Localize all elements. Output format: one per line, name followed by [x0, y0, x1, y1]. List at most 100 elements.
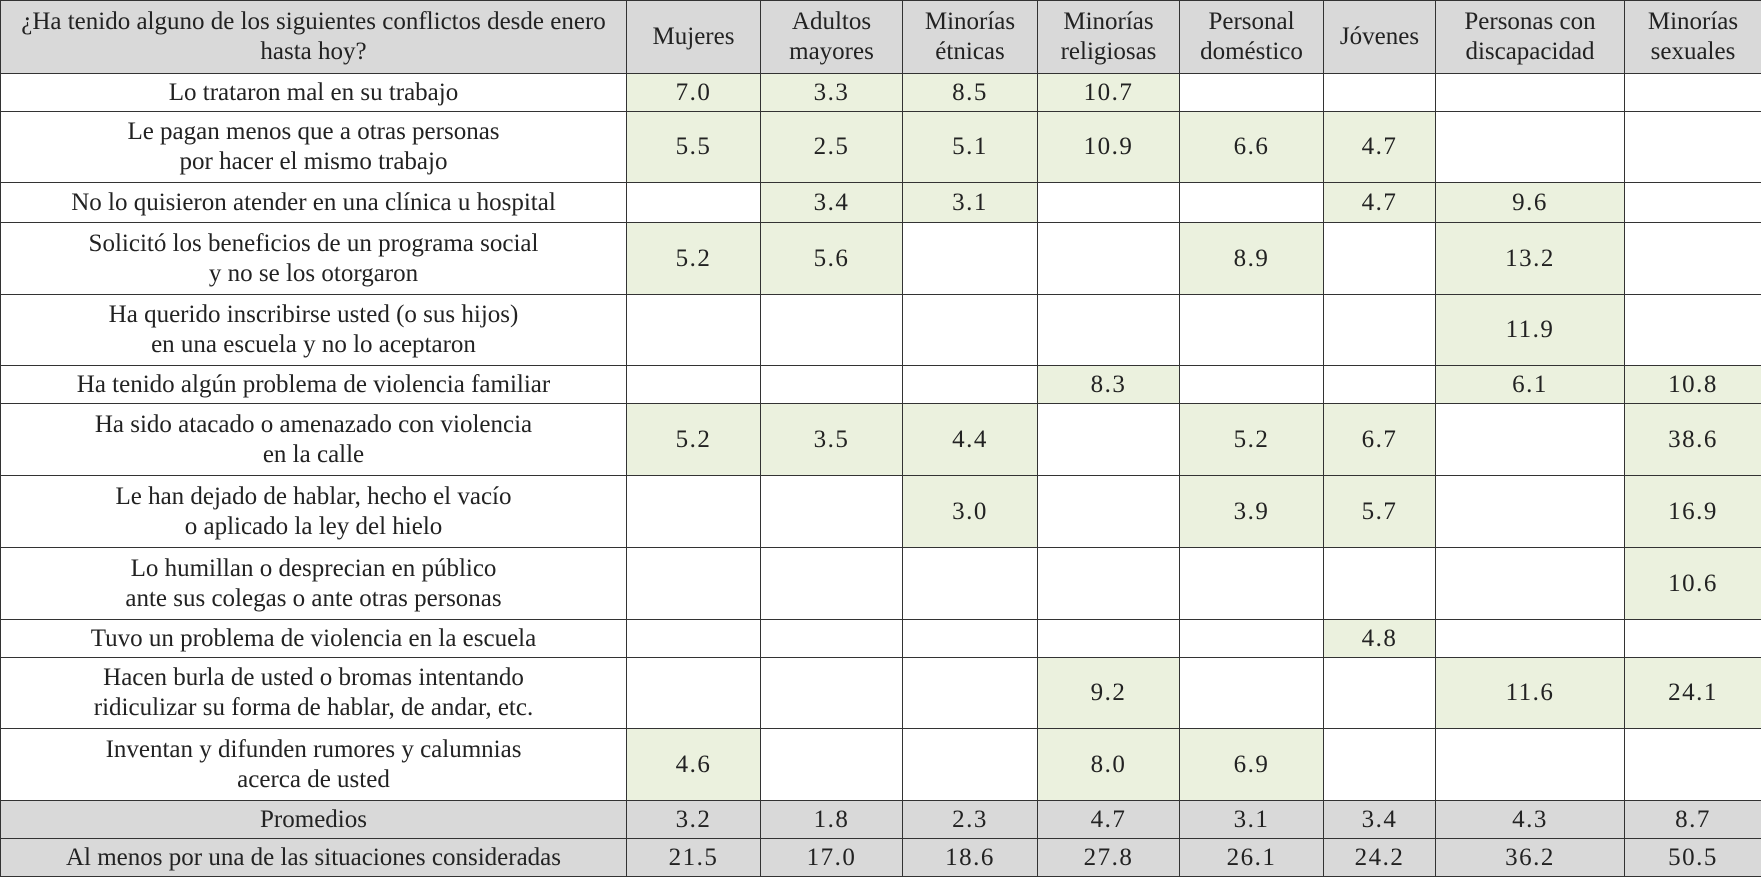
value-cell	[626, 547, 761, 620]
value-cell	[1179, 365, 1324, 404]
summary-value: 18.6	[902, 838, 1038, 877]
table-row: Le pagan menos que a otras personas por h…	[0, 111, 1761, 183]
group-header: Adultos mayores	[760, 0, 903, 74]
value-cell: 8.3	[1037, 365, 1180, 404]
summary-value: 3.4	[1323, 800, 1436, 839]
row-label: Le han dejado de hablar, hecho el vacío o…	[0, 475, 627, 548]
value-cell	[1037, 222, 1180, 295]
table-row: Inventan y difunden rumores y calumnias a…	[0, 728, 1761, 801]
value-cell: 11.6	[1435, 657, 1625, 729]
value-cell	[626, 294, 761, 366]
value-cell: 3.5	[760, 403, 903, 476]
table-row: Tuvo un problema de violencia en la escu…	[0, 619, 1761, 658]
value-cell: 8.5	[902, 73, 1038, 112]
value-cell	[1624, 182, 1761, 223]
value-cell	[1037, 182, 1180, 223]
value-cell	[1179, 182, 1324, 223]
value-cell	[1037, 619, 1180, 658]
value-cell	[1323, 657, 1436, 729]
value-cell: 5.1	[902, 111, 1038, 183]
value-cell: 3.4	[760, 182, 903, 223]
value-cell: 6.7	[1323, 403, 1436, 476]
summary-value: 24.2	[1323, 838, 1436, 877]
group-header: Minorías sexuales	[1624, 0, 1761, 74]
value-cell	[1323, 547, 1436, 620]
value-cell: 8.0	[1037, 728, 1180, 801]
value-cell	[1624, 619, 1761, 658]
group-header: Minorías religiosas	[1037, 0, 1180, 74]
row-label: Lo trataron mal en su trabajo	[0, 73, 627, 112]
table-row: Lo trataron mal en su trabajo 7.0 3.3 8.5 10…	[0, 73, 1761, 112]
value-cell	[760, 475, 903, 548]
summary-value: 4.3	[1435, 800, 1625, 839]
value-cell: 10.6	[1624, 547, 1761, 620]
value-cell: 6.1	[1435, 365, 1625, 404]
summary-value: 27.8	[1037, 838, 1180, 877]
row-label: Ha tenido algún problema de violencia fa…	[0, 365, 627, 404]
group-header: Minorías étnicas	[902, 0, 1038, 74]
row-label: Lo humillan o desprecian en público ante …	[0, 547, 627, 620]
value-cell	[1323, 294, 1436, 366]
table-row: Lo humillan o desprecian en público ante …	[0, 547, 1761, 620]
value-cell	[902, 728, 1038, 801]
table-row: Hacen burla de usted o bromas intentando…	[0, 657, 1761, 729]
header-row: ¿Ha tenido alguno de los siguientes conf…	[0, 0, 1761, 74]
summary-row: Al menos por una de las situaciones cons…	[0, 838, 1761, 877]
row-label: No lo quisieron atender en una clínica u…	[0, 182, 627, 223]
value-cell: 4.7	[1323, 182, 1436, 223]
value-cell	[1624, 728, 1761, 801]
value-cell: 5.2	[626, 403, 761, 476]
value-cell: 3.0	[902, 475, 1038, 548]
value-cell	[1624, 73, 1761, 112]
value-cell	[1037, 475, 1180, 548]
value-cell: 5.5	[626, 111, 761, 183]
value-cell	[902, 657, 1038, 729]
summary-value: 4.7	[1037, 800, 1180, 839]
summary-label: Promedios	[0, 800, 627, 839]
value-cell	[1323, 222, 1436, 295]
value-cell: 3.1	[902, 182, 1038, 223]
table-row: Ha querido inscribirse usted (o sus hijo…	[0, 294, 1761, 366]
row-label: Hacen burla de usted o bromas intentando…	[0, 657, 627, 729]
value-cell	[1179, 657, 1324, 729]
value-cell: 10.8	[1624, 365, 1761, 404]
summary-value: 2.3	[902, 800, 1038, 839]
value-cell	[902, 547, 1038, 620]
value-cell: 8.9	[1179, 222, 1324, 295]
value-cell: 38.6	[1624, 403, 1761, 476]
value-cell: 6.9	[1179, 728, 1324, 801]
value-cell	[1435, 111, 1625, 183]
value-cell	[626, 365, 761, 404]
value-cell	[1624, 111, 1761, 183]
row-label: Tuvo un problema de violencia en la escu…	[0, 619, 627, 658]
value-cell: 3.9	[1179, 475, 1324, 548]
row-label: Ha querido inscribirse usted (o sus hijo…	[0, 294, 627, 366]
value-cell	[902, 294, 1038, 366]
value-cell	[1435, 728, 1625, 801]
question-header: ¿Ha tenido alguno de los siguientes conf…	[0, 0, 627, 74]
table-row: Ha tenido algún problema de violencia fa…	[0, 365, 1761, 404]
row-label: Ha sido atacado o amenazado con violenci…	[0, 403, 627, 476]
value-cell: 4.8	[1323, 619, 1436, 658]
value-cell: 24.1	[1624, 657, 1761, 729]
value-cell: 7.0	[626, 73, 761, 112]
value-cell	[1179, 73, 1324, 112]
value-cell	[760, 657, 903, 729]
value-cell: 10.7	[1037, 73, 1180, 112]
value-cell: 11.9	[1435, 294, 1625, 366]
value-cell: 9.2	[1037, 657, 1180, 729]
value-cell	[1435, 619, 1625, 658]
summary-value: 1.8	[760, 800, 903, 839]
summary-value: 3.2	[626, 800, 761, 839]
row-label: Le pagan menos que a otras personas por h…	[0, 111, 627, 183]
value-cell: 9.6	[1435, 182, 1625, 223]
value-cell	[902, 619, 1038, 658]
value-cell: 5.2	[626, 222, 761, 295]
group-header: Personal doméstico	[1179, 0, 1324, 74]
value-cell: 5.6	[760, 222, 903, 295]
table-row: Ha sido atacado o amenazado con violenci…	[0, 403, 1761, 476]
value-cell: 4.4	[902, 403, 1038, 476]
value-cell	[1624, 222, 1761, 295]
table-row: Solicitó los beneficios de un programa s…	[0, 222, 1761, 295]
value-cell: 3.3	[760, 73, 903, 112]
